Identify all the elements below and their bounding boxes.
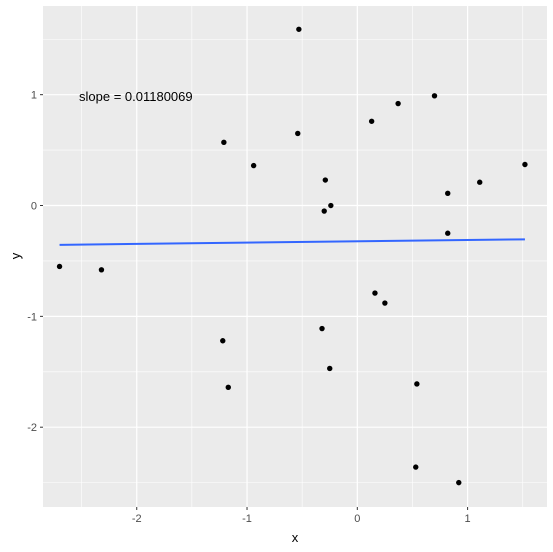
data-point [413,464,419,470]
data-point [321,208,327,214]
data-point [322,177,329,183]
data-point [414,381,420,387]
data-point [225,384,231,390]
data-point [221,139,227,146]
x-tick-label: 1 [465,513,471,525]
data-point [328,202,334,209]
y-tick-label: -1 [27,311,37,323]
data-point [395,100,401,107]
data-point [220,338,226,344]
data-point [98,267,105,273]
data-point [296,26,302,32]
x-tick-label: -2 [132,513,142,525]
data-point [431,93,438,99]
data-point [250,162,257,169]
data-point [445,190,451,197]
y-axis-title: y [8,252,23,259]
y-tick-label: 0 [31,201,37,213]
regression-line [59,238,525,246]
slope-annotation: slope = 0.01180069 [79,89,193,104]
x-tick-label: -1 [242,513,252,525]
data-point [295,130,301,137]
x-tick-label: 0 [354,513,360,525]
x-axis-title: x [292,530,299,545]
plot-panel [43,6,547,507]
data-point [445,230,451,236]
data-point [56,263,63,270]
fit-line [59,238,525,246]
axis-ticks: -2 -1 0 1 -2 -1 0 1 [27,90,470,525]
data-point [319,325,325,332]
data-points [56,26,528,486]
y-tick-label: -2 [27,422,37,434]
data-point [327,365,333,372]
grid-lines [43,6,547,507]
data-point [522,161,528,168]
data-point [477,179,483,185]
data-point [382,300,388,306]
data-point [456,479,462,486]
y-tick-label: 1 [31,90,37,102]
data-point [372,290,378,296]
data-point [368,118,375,124]
